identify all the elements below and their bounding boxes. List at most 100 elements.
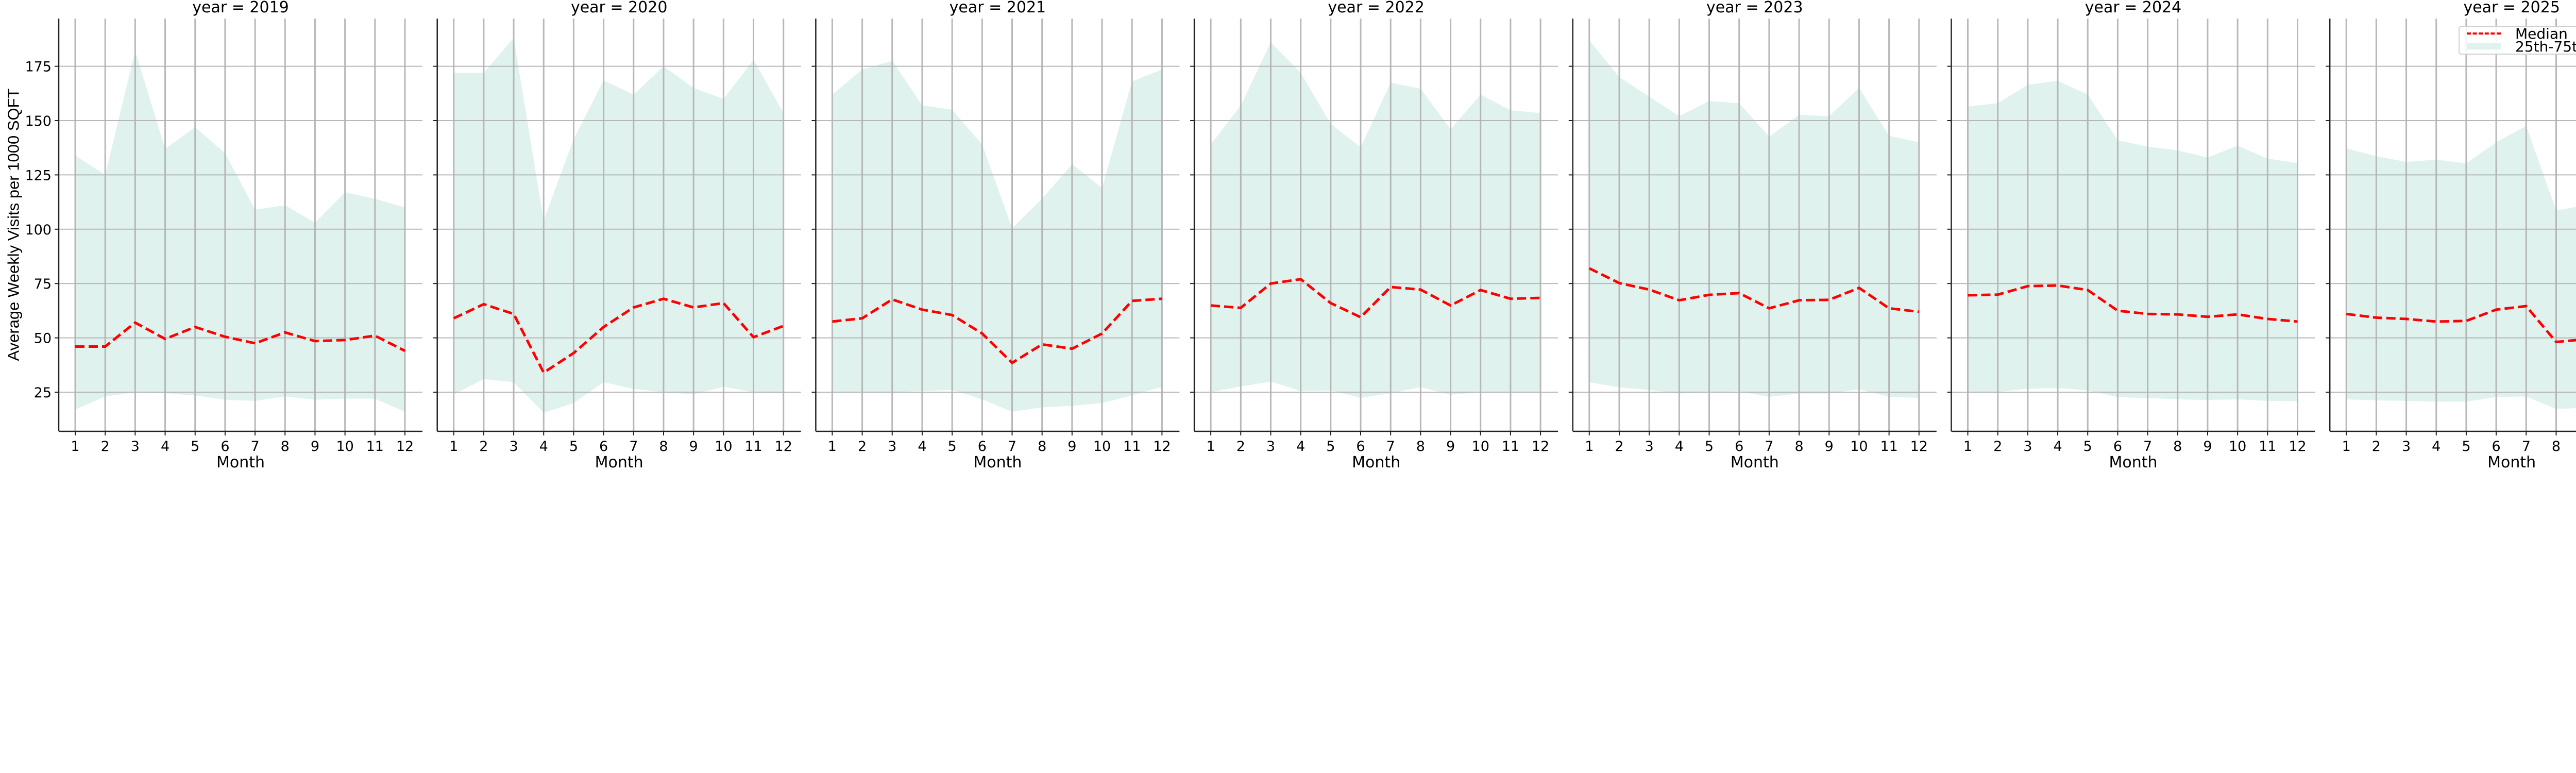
panel-title-year: 2019 <box>249 0 289 16</box>
panel-title: year = 2024 <box>2085 0 2182 16</box>
x-tick-label: 9 <box>1067 439 1076 455</box>
x-tick-label: 11 <box>744 439 762 455</box>
x-tick-label: 6 <box>978 439 987 455</box>
x-tick-label: 4 <box>1675 439 1684 455</box>
x-axis-label: Month <box>1352 453 1400 472</box>
y-axis-label: Average Weekly Visits per 1000 SQFT <box>4 88 23 361</box>
x-tick-label: 10 <box>1472 439 1489 455</box>
panel-title-prefix: year = <box>571 0 628 16</box>
y-tick-label: 150 <box>25 113 52 129</box>
x-tick-label: 9 <box>1446 439 1455 455</box>
panel-title-year: 2023 <box>1764 0 1803 16</box>
panel-title-year: 2020 <box>628 0 667 16</box>
x-tick-label: 12 <box>1532 439 1549 455</box>
x-tick-label: 5 <box>2462 439 2470 455</box>
panel-title: year = 2025 <box>2463 0 2560 16</box>
y-tick-label: 25 <box>34 385 52 401</box>
panel-title-year: 2021 <box>1007 0 1046 16</box>
x-tick-label: 4 <box>2432 439 2441 455</box>
y-tick-label: 100 <box>25 222 52 238</box>
x-tick-label: 4 <box>918 439 926 455</box>
x-tick-label: 2 <box>479 439 488 455</box>
x-tick-label: 5 <box>1326 439 1335 455</box>
x-tick-label: 11 <box>1880 439 1897 455</box>
x-tick-label: 8 <box>1038 439 1046 455</box>
x-tick-label: 5 <box>569 439 578 455</box>
median-line <box>1210 278 1541 319</box>
x-tick-label: 2 <box>1615 439 1623 455</box>
panel-title-year: 2022 <box>1385 0 1424 16</box>
panel-title: year = 2019 <box>192 0 289 16</box>
x-axis-label: Month <box>216 453 265 472</box>
x-tick-label: 6 <box>1356 439 1365 455</box>
x-tick-label: 2 <box>101 439 110 455</box>
x-tick-label: 3 <box>2402 439 2411 455</box>
x-tick-label: 1 <box>828 439 837 455</box>
x-tick-label: 11 <box>2259 439 2276 455</box>
x-tick-label: 7 <box>2143 439 2152 455</box>
panel-title-year: 2025 <box>2521 0 2560 16</box>
x-tick-label: 9 <box>2203 439 2212 455</box>
x-tick-label: 11 <box>366 439 384 455</box>
legend-median-swatch <box>2467 32 2501 35</box>
panel-title-prefix: year = <box>2463 0 2520 16</box>
x-axis-label: Month <box>2109 453 2157 472</box>
panel-title: year = 2023 <box>1706 0 1803 16</box>
x-tick-label: 3 <box>509 439 518 455</box>
x-tick-label: 10 <box>715 439 732 455</box>
x-axis-label: Month <box>1731 453 1779 472</box>
x-tick-label: 6 <box>221 439 229 455</box>
x-tick-label: 5 <box>1705 439 1714 455</box>
x-tick-label: 2 <box>1993 439 2002 455</box>
median-line <box>1588 267 1920 313</box>
x-tick-label: 12 <box>1910 439 1928 455</box>
panel-title: year = 2021 <box>950 0 1046 16</box>
y-tick-label: 75 <box>34 276 52 292</box>
panel-title-prefix: year = <box>1328 0 1385 16</box>
legend-band-label: 25th-75th Percentile <box>2515 38 2576 55</box>
x-axis-label: Month <box>2487 453 2536 472</box>
x-tick-label: 1 <box>1207 439 1215 455</box>
x-tick-label: 3 <box>131 439 140 455</box>
panel-title: year = 2020 <box>571 0 668 16</box>
x-tick-label: 7 <box>250 439 259 455</box>
percentile-band <box>1589 40 1919 398</box>
legend-band-swatch <box>2467 43 2501 49</box>
x-tick-label: 7 <box>1765 439 1773 455</box>
x-tick-label: 5 <box>948 439 957 455</box>
panel-title-prefix: year = <box>1706 0 1764 16</box>
panel-title-year: 2024 <box>2142 0 2181 16</box>
x-tick-label: 10 <box>336 439 353 455</box>
x-axis-label: Month <box>595 453 643 472</box>
y-tick-label: 50 <box>34 331 52 347</box>
x-tick-label: 8 <box>2552 439 2561 455</box>
y-tick-label: 175 <box>25 59 52 75</box>
legend-entry-median: Median <box>2467 25 2568 42</box>
x-tick-label: 4 <box>1296 439 1305 455</box>
median-line <box>75 321 406 352</box>
x-tick-label: 10 <box>2229 439 2246 455</box>
x-tick-label: 4 <box>539 439 548 455</box>
panel-title-prefix: year = <box>192 0 249 16</box>
median-line <box>1968 284 2298 323</box>
x-tick-label: 1 <box>71 439 79 455</box>
x-tick-label: 1 <box>2342 439 2351 455</box>
x-tick-label: 6 <box>599 439 608 455</box>
x-tick-label: 10 <box>1850 439 1868 455</box>
percentile-band <box>832 61 1162 412</box>
x-tick-label: 1 <box>449 439 458 455</box>
x-tick-label: 7 <box>1008 439 1016 455</box>
legend-entry-band: 25th-75th Percentile <box>2467 38 2576 55</box>
x-tick-label: 12 <box>775 439 792 455</box>
x-tick-label: 4 <box>161 439 170 455</box>
percentile-band <box>1968 80 2298 401</box>
x-tick-label: 8 <box>281 439 290 455</box>
x-tick-label: 7 <box>2522 439 2531 455</box>
